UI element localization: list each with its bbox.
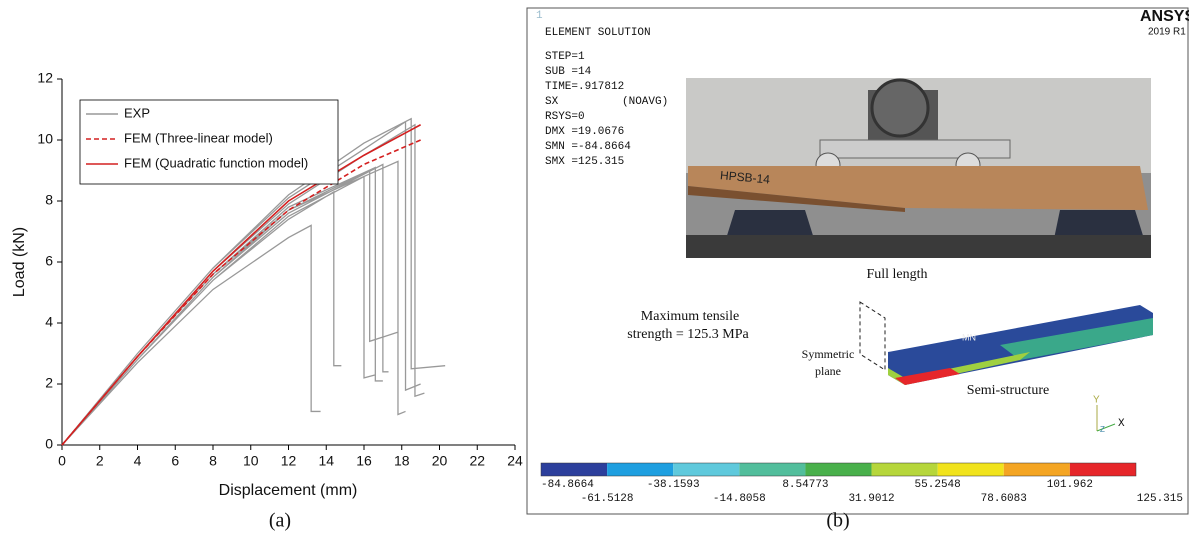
colorbar-segment [871,463,938,476]
caption: (a) [269,510,291,532]
axis-x: X [1118,418,1125,430]
line [61,139,421,446]
y-tick-label: 2 [45,375,53,391]
x-tick-label: 2 [96,453,104,469]
colorbar-label: 78.6083 [981,493,1027,505]
colorbar-segment [805,463,872,476]
x-tick-label: 12 [281,453,297,469]
colorbar-frame [540,462,1137,477]
colorbar-label: 8.54773 [782,479,828,491]
legend-label: EXP [124,105,150,120]
x-tick-label: 24 [507,453,523,469]
heading: ELEMENT SOLUTION [545,27,651,39]
brand: ANSYS [1140,8,1189,25]
triad [1096,405,1116,432]
info-line: RSYS=0 [545,111,585,123]
colorbar-label: -14.8058 [713,493,766,505]
photo [686,78,1151,258]
axis-z: Z [1100,425,1105,434]
colorbar-label: -84.8664 [541,479,594,491]
info-line: SMX =125.315 [545,156,624,168]
y-tick-label: 10 [37,131,53,147]
legend-label: FEM (Quadratic function model) [124,155,308,170]
plane-label: Symmetric [802,347,855,361]
y-tick-label: 4 [45,314,53,330]
specimen-tag: HPSB-14 [719,168,770,186]
y-tick-label: 6 [45,253,53,269]
x-tick-label: 18 [394,453,410,469]
colorbar-label: -61.5128 [581,493,634,505]
caption: (b) [826,510,849,532]
colorbar-segment [739,463,806,476]
x-tick-label: 14 [318,453,334,469]
y-tick-label: 0 [45,436,53,452]
legend-box [79,99,339,185]
colorbar-segment [937,463,1004,476]
info-line: TIME=.917812 [545,81,624,93]
x-tick-label: 8 [209,453,217,469]
colorbar-label: 125.315 [1137,493,1183,505]
x-tick-label: 6 [171,453,179,469]
y-axis-label: Load (kN) [11,227,28,297]
y-tick-label: 8 [45,192,53,208]
colorbar-segment [1003,463,1070,476]
legend-label: FEM (Three-linear model) [124,130,273,145]
info-line: SX [545,96,559,108]
info-line: DMX =19.0676 [545,126,624,138]
window-number: 1 [536,10,543,22]
colorbar-segment [673,463,740,476]
colorbar-label: -38.1593 [647,479,700,491]
min-marker: MN [962,332,976,342]
x-axis-label: Displacement (mm) [219,482,358,499]
colorbar-label: 55.2548 [915,479,961,491]
info-line: SUB =14 [545,66,592,78]
colorbar-segment [607,463,674,476]
colorbar-segment [1069,463,1136,476]
colorbar-label: 31.9012 [848,493,894,505]
line [61,124,422,446]
version: 2019 R1 [1148,27,1186,38]
plane-label: plane [815,364,841,378]
fem-model [859,301,1153,385]
x-tick-label: 10 [243,453,259,469]
x-tick-label: 4 [134,453,142,469]
photo-label: Full length [866,267,927,282]
noavg: (NOAVG) [622,96,668,108]
x-tick-label: 16 [356,453,372,469]
x-tick-label: 22 [469,453,485,469]
colorbar-label: 101.962 [1047,479,1093,491]
strength-note: strength = 125.3 MPa [627,327,749,342]
axis-y: Y [1093,395,1100,406]
strength-note: Maximum tensile [641,309,739,324]
x-tick-label: 0 [58,453,66,469]
x-tick-label: 20 [432,453,448,469]
model-label: Semi-structure [967,383,1049,398]
info-line: SMN =-84.8664 [545,141,631,153]
info-line: STEP=1 [545,51,585,63]
y-tick-label: 12 [37,70,53,86]
colorbar-segment [541,463,608,476]
